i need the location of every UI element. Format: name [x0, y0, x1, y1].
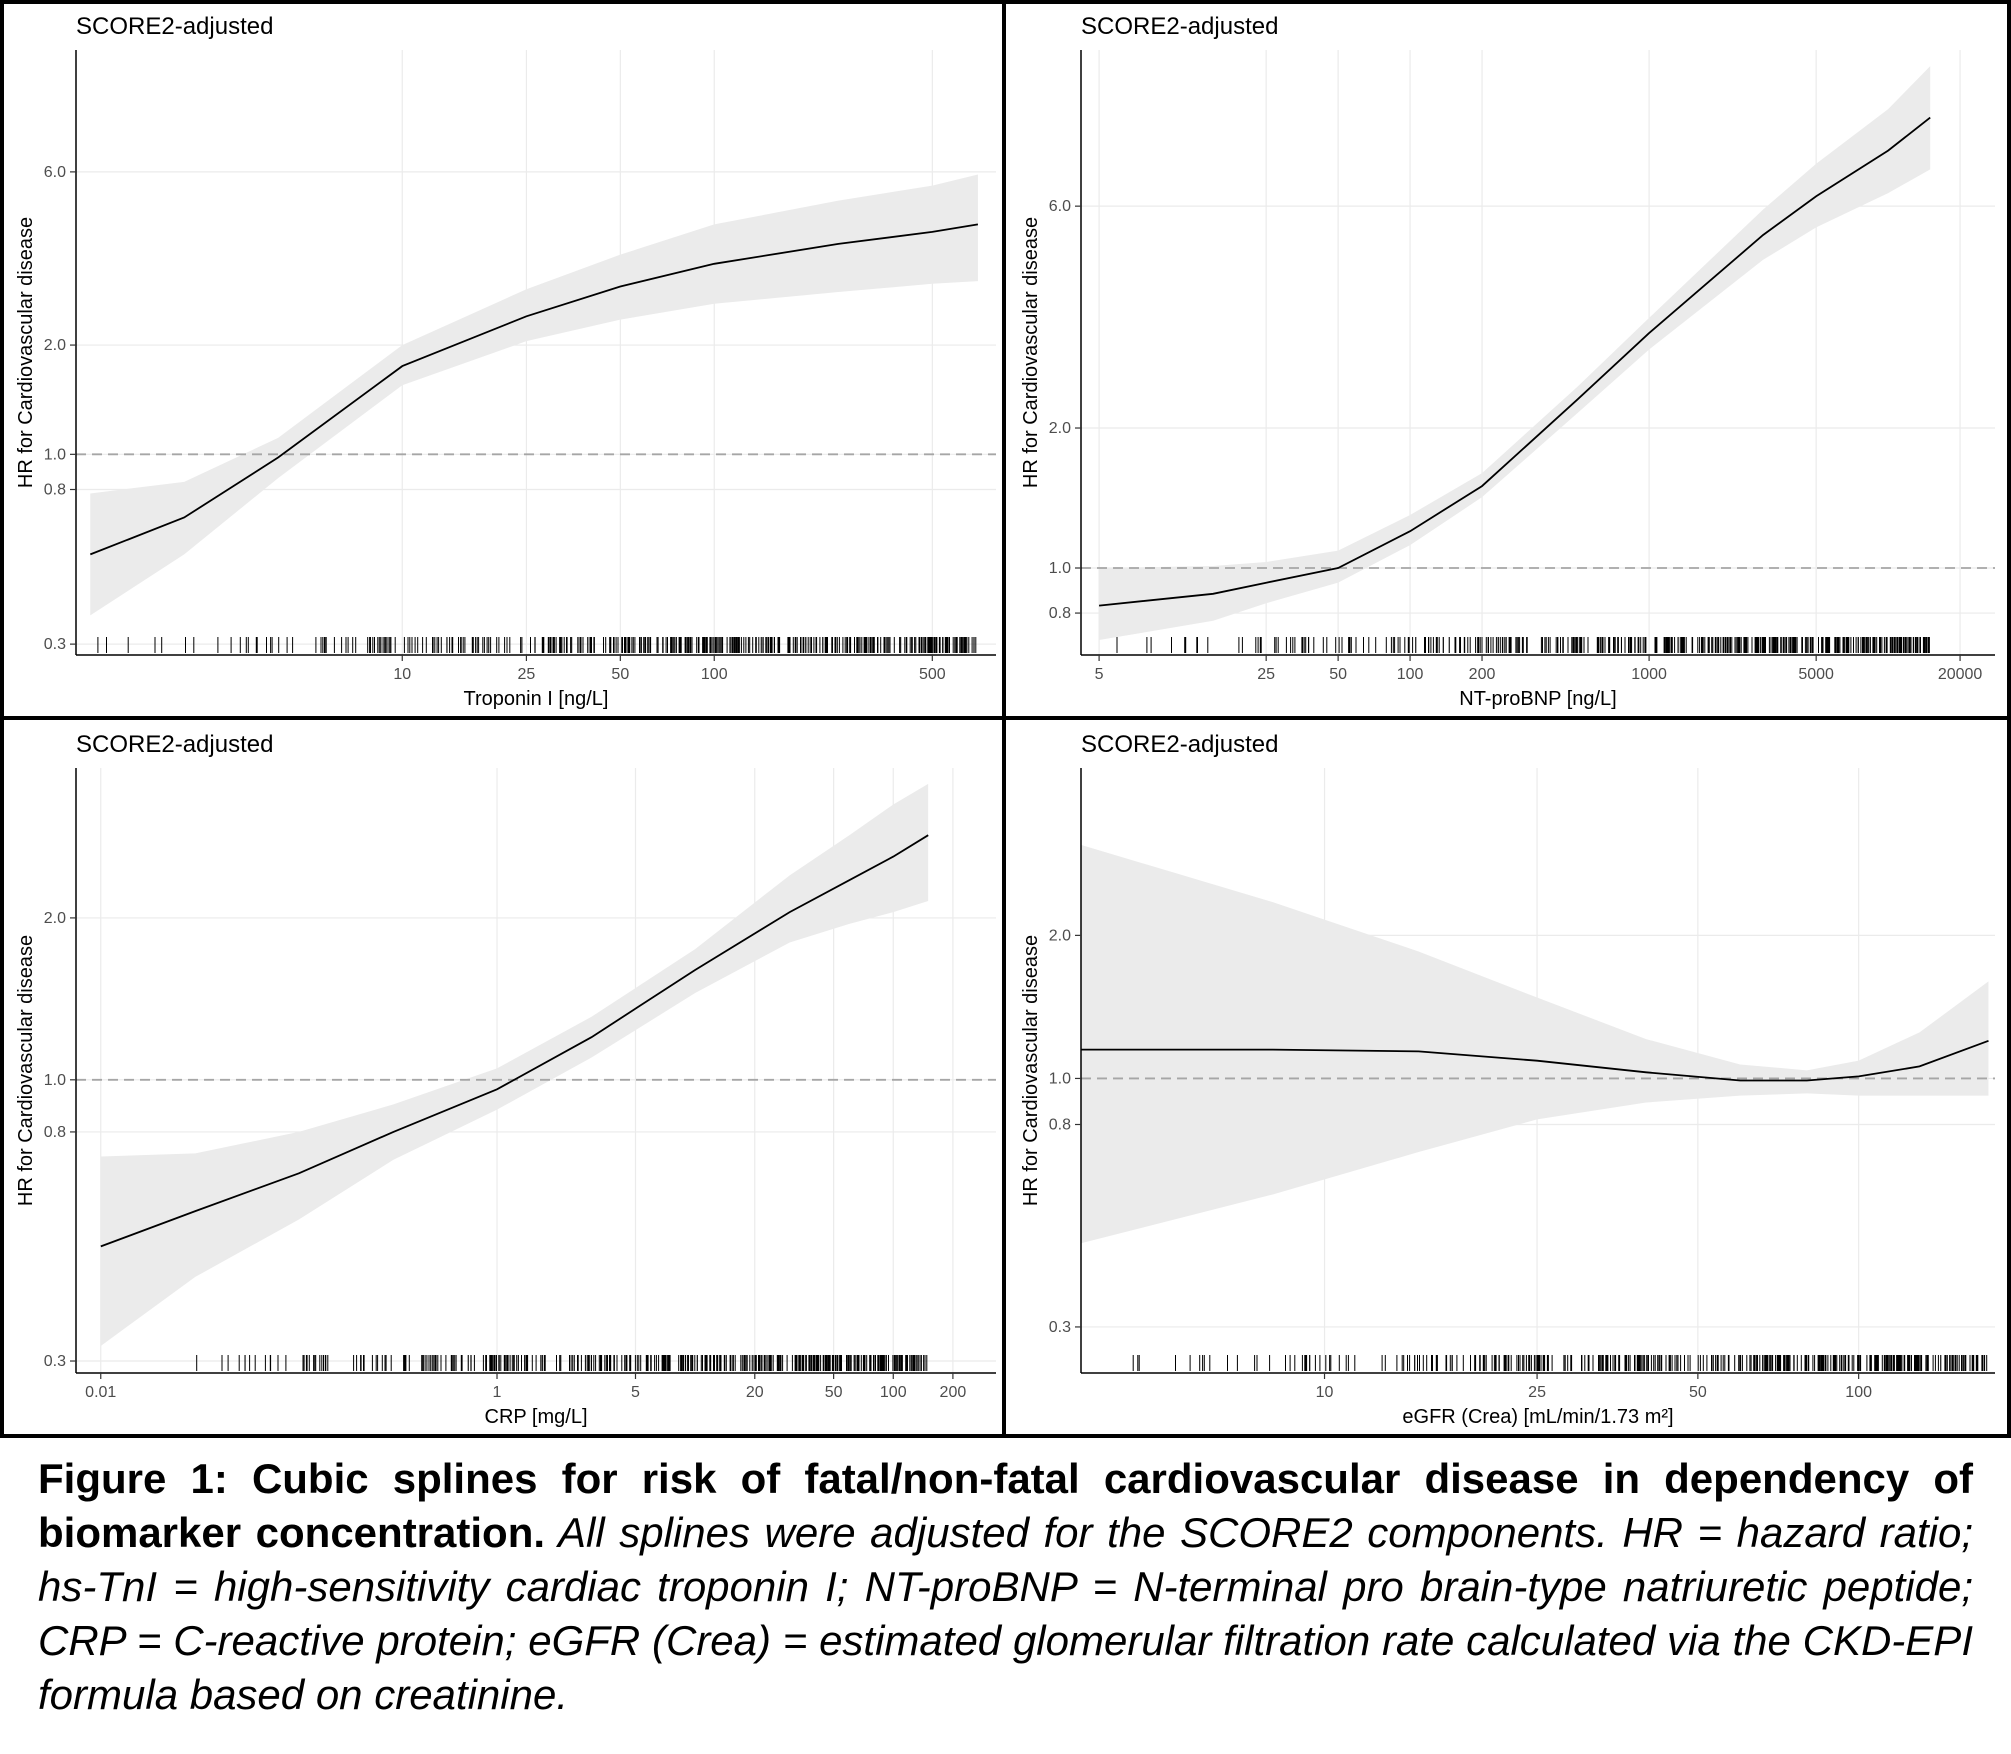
- confidence-band: [90, 174, 978, 616]
- y-tick-label: 6.0: [44, 164, 66, 181]
- y-tick-label: 2.0: [44, 910, 66, 927]
- x-tick-label: 25: [1528, 1384, 1546, 1401]
- x-tick-label: 5: [1095, 666, 1104, 683]
- confidence-band: [1099, 66, 1931, 641]
- x-axis-label: CRP [mg/L]: [485, 1406, 588, 1428]
- spline-line: [89, 223, 979, 556]
- confidence-band: [100, 783, 929, 1346]
- caption-bold: Figure 1: Cubic splines for risk of fata…: [38, 1455, 1973, 1556]
- panel-title: SCORE2-adjusted: [76, 13, 273, 40]
- x-tick-label: 5: [631, 1384, 640, 1401]
- y-tick-label: 0.3: [1049, 1319, 1071, 1336]
- x-tick-label: 50: [825, 1384, 843, 1401]
- caption-italic: All splines were adjusted for the SCORE2…: [38, 1509, 1973, 1718]
- x-tick-label: 10: [393, 666, 411, 683]
- y-tick-label: 0.3: [44, 1353, 66, 1370]
- x-tick-label: 10: [1316, 1384, 1334, 1401]
- y-tick-label: 1.0: [44, 1072, 66, 1089]
- x-tick-label: 5000: [1798, 666, 1834, 683]
- x-tick-label: 25: [1257, 666, 1275, 683]
- x-tick-label: 20: [746, 1384, 764, 1401]
- y-axis-label: HR for Cardiovascular disease: [1020, 935, 1042, 1206]
- panel-title: SCORE2-adjusted: [76, 731, 273, 758]
- x-tick-label: 100: [1845, 1384, 1872, 1401]
- y-tick-label: 1.0: [1049, 560, 1071, 577]
- rug-marks: [97, 637, 977, 653]
- spline-line: [100, 834, 929, 1248]
- y-tick-label: 1.0: [44, 446, 66, 463]
- x-tick-label: 50: [1329, 666, 1347, 683]
- x-tick-label: 100: [880, 1384, 907, 1401]
- rug-marks: [196, 1355, 928, 1371]
- x-tick-label: 500: [919, 666, 946, 683]
- y-tick-label: 0.8: [1049, 1116, 1071, 1133]
- panel-title: SCORE2-adjusted: [1081, 731, 1278, 758]
- x-tick-label: 50: [1689, 1384, 1707, 1401]
- x-axis-label: Troponin I [ng/L]: [464, 688, 609, 710]
- figure-caption: Figure 1: Cubic splines for risk of fata…: [38, 1452, 1973, 1722]
- spline-line: [1099, 116, 1931, 607]
- y-tick-label: 6.0: [1049, 198, 1071, 215]
- y-tick-label: 0.8: [1049, 605, 1071, 622]
- x-tick-label: 1: [493, 1384, 502, 1401]
- panel-ntprobnp: 5 25 50 100 200 1000 5000 20000 0.8 1.0 2.0 6.0 SCOR…: [1020, 13, 1995, 710]
- spline-line: [1081, 1039, 1989, 1082]
- x-axis-label: eGFR (Crea) [mL/min/1.73 m²]: [1402, 1406, 1673, 1428]
- panel-egfr: 10 25 50 100 0.3 0.8 1.0 2.0 SCORE2-adjusted eGFR…: [1020, 731, 1995, 1428]
- y-axis-label: HR for Cardiovascular disease: [15, 935, 37, 1206]
- rug-marks: [1116, 637, 1930, 653]
- y-tick-label: 2.0: [1049, 420, 1071, 437]
- y-axis-label: HR for Cardiovascular disease: [1020, 217, 1042, 488]
- x-tick-label: 0.01: [85, 1384, 116, 1401]
- y-tick-label: 0.8: [44, 1124, 66, 1141]
- x-tick-label: 1000: [1631, 666, 1667, 683]
- y-tick-label: 1.0: [1049, 1070, 1071, 1087]
- y-tick-label: 0.3: [44, 636, 66, 653]
- panel-title: SCORE2-adjusted: [1081, 13, 1278, 40]
- x-tick-label: 200: [1469, 666, 1496, 683]
- panel-borders: [0, 0, 2011, 1438]
- x-tick-label: 100: [701, 666, 728, 683]
- figure-panels: 10 25 50 100 500 0.3 0.8 1.0 2.0 6.0 SCORE2-adjust…: [0, 0, 2011, 1438]
- x-axis-label: NT-proBNP [ng/L]: [1459, 688, 1616, 710]
- panel-crp: 0.01 1 5 20 50 100 200 0.3 0.8 1.0 2.0 SCORE2-adjus…: [15, 731, 996, 1428]
- y-tick-label: 0.8: [44, 482, 66, 499]
- x-tick-label: 20000: [1938, 666, 1983, 683]
- y-axis-label: HR for Cardiovascular disease: [15, 217, 37, 488]
- y-tick-label: 2.0: [44, 337, 66, 354]
- y-tick-label: 2.0: [1049, 927, 1071, 944]
- x-tick-label: 50: [611, 666, 629, 683]
- panel-troponin: 10 25 50 100 500 0.3 0.8 1.0 2.0 6.0 SCORE2-adjust…: [15, 13, 996, 710]
- rug-marks: [1132, 1355, 1988, 1371]
- x-tick-label: 25: [518, 666, 536, 683]
- confidence-band: [1081, 844, 1989, 1244]
- x-tick-label: 200: [940, 1384, 967, 1401]
- x-tick-label: 100: [1397, 666, 1424, 683]
